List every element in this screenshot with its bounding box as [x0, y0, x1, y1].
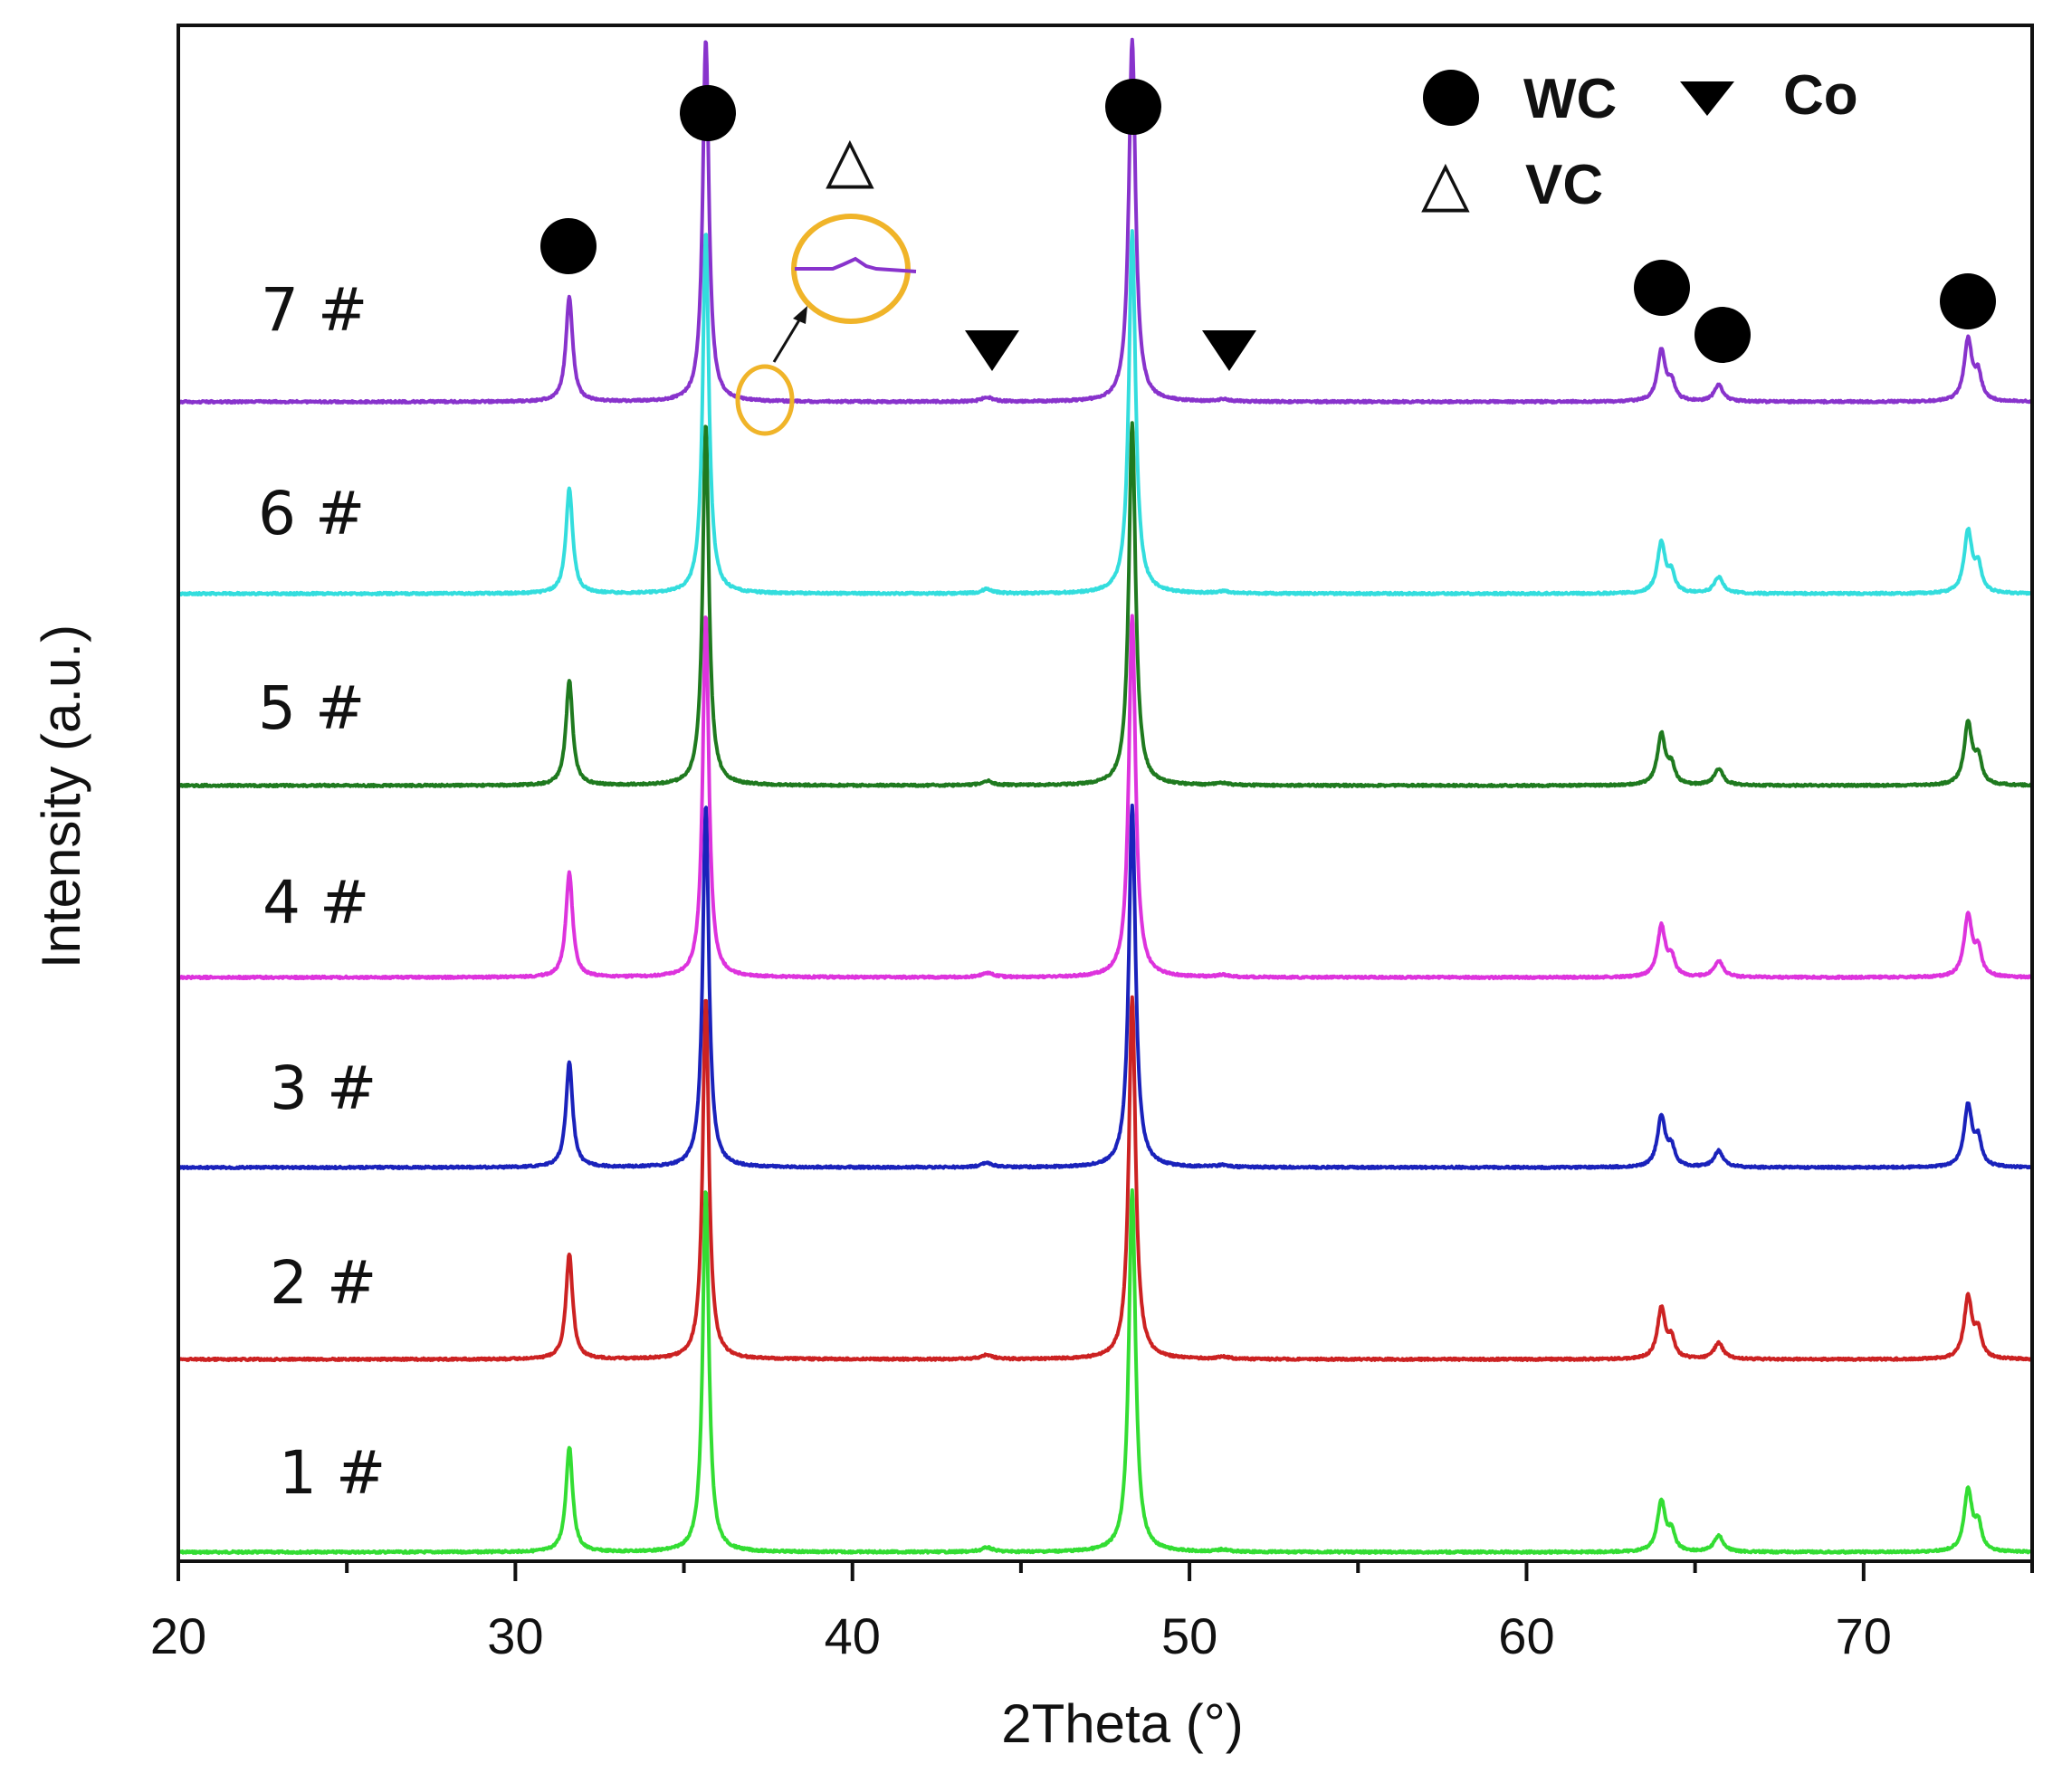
wc-peak-marker-1 — [540, 218, 597, 274]
x-tick-label-50: 50 — [1161, 1607, 1217, 1664]
co-peak-marker-2 — [1202, 330, 1256, 371]
x-tick-label-30: 30 — [487, 1607, 543, 1664]
callout-arrowhead — [793, 306, 807, 324]
series-label-5: 5 # — [258, 673, 365, 743]
series-line-2 — [177, 995, 2034, 1362]
x-tick-label-70: 70 — [1836, 1607, 1892, 1664]
legend-wc-marker — [1423, 70, 1479, 126]
x-tick-label-60: 60 — [1498, 1607, 1554, 1664]
vc-peak-marker-1: △ — [826, 122, 874, 196]
wc-peak-marker-2 — [680, 85, 736, 141]
series-line-5 — [177, 421, 2034, 788]
wc-peak-marker-5 — [1694, 307, 1751, 363]
series-line-1 — [177, 1188, 2034, 1555]
vc-callout — [735, 214, 917, 436]
x-axis-title: 2Theta (°) — [1001, 1693, 1243, 1754]
legend-vc-marker: △ — [1421, 146, 1470, 220]
x-tick-label-40: 40 — [825, 1607, 881, 1664]
x-tick-label-20: 20 — [150, 1607, 206, 1664]
y-axis-title: Intensity (a.u.) — [31, 624, 91, 968]
series-line-7 — [177, 37, 2034, 405]
series-label-2: 2 # — [270, 1248, 377, 1318]
callout-arrow — [772, 318, 802, 363]
series-line-6 — [177, 229, 2034, 596]
callout-small-circle — [735, 364, 795, 436]
series-label-1: 1 # — [279, 1438, 386, 1508]
legend-wc-label: WC — [1523, 68, 1617, 130]
wc-peak-marker-3 — [1105, 79, 1161, 135]
series-labels: 1 # 2 # 3 # 4 # 5 # 6 # 7 # — [258, 275, 386, 1508]
co-peak-marker-1 — [965, 330, 1019, 371]
series-line-3 — [177, 803, 2034, 1170]
series-label-7: 7 # — [261, 275, 368, 345]
callout-inset-trace — [795, 256, 917, 273]
x-axis: 20 30 40 50 60 70 — [150, 1561, 2034, 1664]
series-line-4 — [177, 614, 2034, 980]
series-layer — [177, 37, 2034, 1555]
phase-marker-layer: △ — [540, 79, 1996, 371]
wc-peak-marker-6 — [1940, 273, 1996, 329]
series-label-3: 3 # — [270, 1053, 377, 1123]
plot-frame — [177, 24, 2034, 1563]
series-label-6: 6 # — [258, 479, 365, 548]
legend: WC Co △ VC — [1421, 64, 1858, 220]
series-label-4: 4 # — [263, 868, 369, 938]
callout-large-circle — [791, 214, 911, 324]
wc-peak-marker-4 — [1634, 260, 1690, 316]
legend-co-label: Co — [1783, 64, 1858, 127]
legend-vc-label: VC — [1525, 154, 1603, 216]
legend-co-marker — [1680, 81, 1734, 116]
